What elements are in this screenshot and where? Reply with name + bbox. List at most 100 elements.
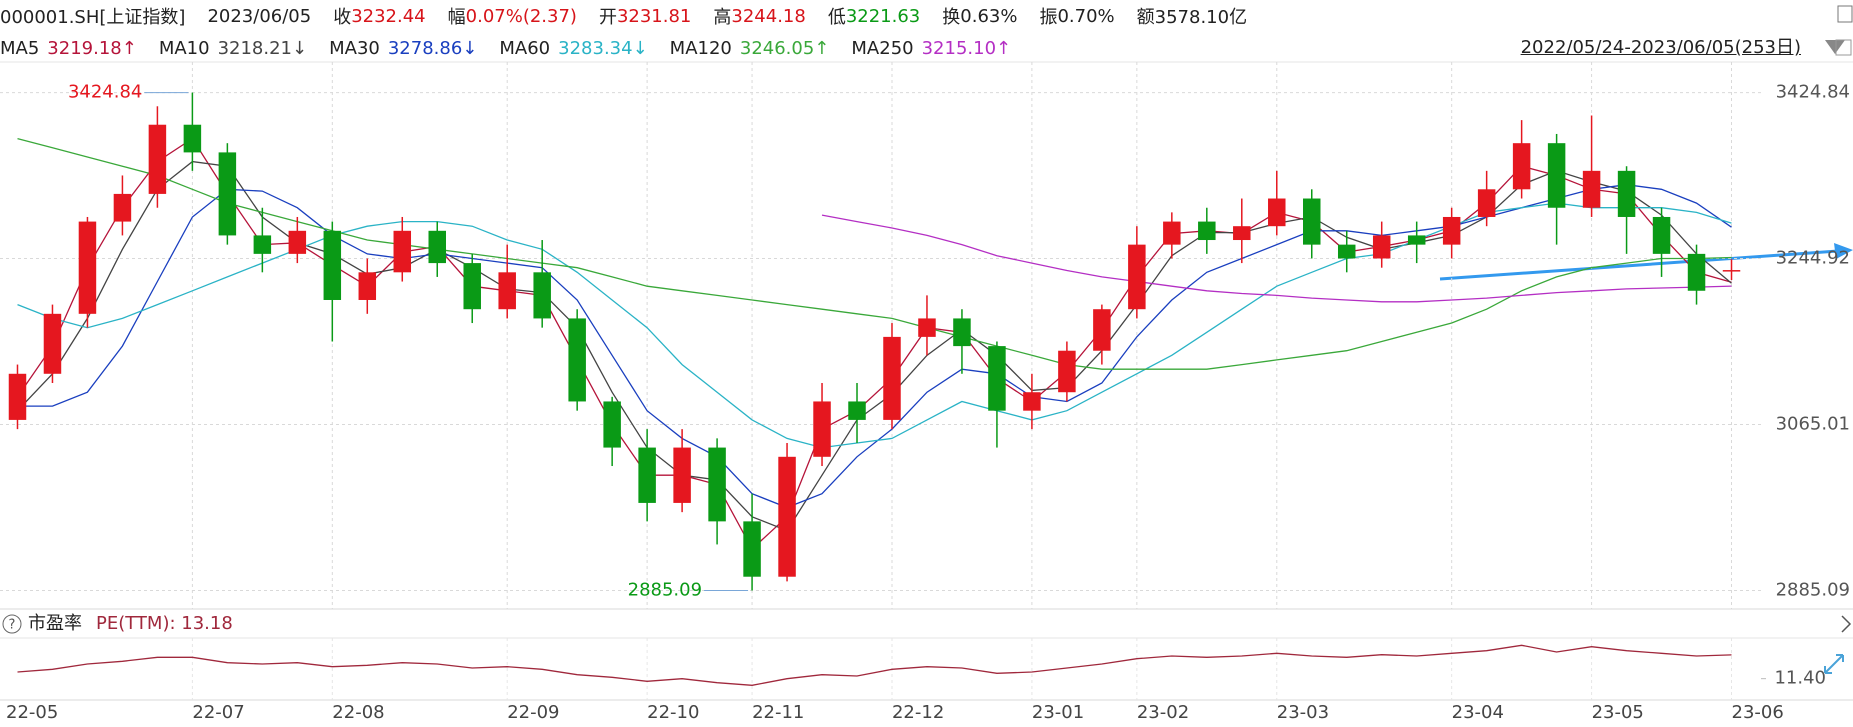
x-tick-label: 23-05 <box>1592 702 1644 723</box>
ma-line <box>17 202 1732 449</box>
legend-name: MA10 <box>158 37 210 59</box>
pe-line <box>17 644 1732 686</box>
x-tick-label: 23-01 <box>1032 702 1084 723</box>
x-tick-label: 22-05 <box>6 702 58 723</box>
help-icon[interactable] <box>2 614 22 634</box>
symbol: 000001.SH[上证指数] <box>0 7 186 28</box>
candle-body <box>1093 309 1111 351</box>
x-tick-label: 23-02 <box>1137 702 1189 723</box>
y-tick-label: 3065.01 <box>1776 414 1850 435</box>
window-icon[interactable] <box>1837 5 1853 23</box>
quote-value: 0.70% <box>1057 5 1115 27</box>
ma-line <box>17 137 1732 370</box>
candle-body <box>813 401 831 457</box>
candle-body <box>393 230 412 273</box>
candle-body <box>1582 170 1601 208</box>
candle-body <box>1268 198 1286 227</box>
legend-name: MA120 <box>669 37 732 59</box>
legend-value: 3218.21↓ <box>217 37 308 59</box>
candle-body <box>673 447 691 503</box>
panel-arrow[interactable] <box>1841 615 1852 633</box>
x-tick-label: 22-11 <box>752 702 804 723</box>
candle-body <box>1687 253 1706 291</box>
quote-value: 0.63% <box>960 5 1018 27</box>
x-tick-label: 23-06 <box>1732 702 1784 723</box>
quote-value: 3231.81 <box>616 5 692 27</box>
candle-body <box>1722 270 1741 272</box>
quote-label: 幅 <box>447 7 466 28</box>
x-tick-label: 22-07 <box>192 702 244 723</box>
candle-body <box>1442 216 1461 245</box>
candle-body <box>113 193 132 222</box>
pe-label: 市盈率 <box>28 613 82 634</box>
help-text: ? <box>9 618 16 633</box>
candle-body <box>778 456 796 577</box>
legend-name: MA5 <box>0 37 40 59</box>
candle-body <box>1303 198 1321 245</box>
quote-label: 开 <box>598 7 617 28</box>
x-tick-label: 22-12 <box>892 702 944 723</box>
candle-body <box>253 235 272 254</box>
quote-label: 换 <box>942 7 961 28</box>
quote-label: 额 <box>1136 7 1155 28</box>
quote-label: 振 <box>1039 7 1058 28</box>
quote-row: 000001.SH[上证指数] 2023/06/05 收 3232.44 幅 0.07… <box>0 2 1269 30</box>
legend-value: 3246.05↑ <box>739 37 830 59</box>
candle-body <box>218 152 237 236</box>
trend-line[interactable] <box>1439 249 1839 281</box>
candle-body <box>1372 235 1391 259</box>
candle-body <box>708 447 726 522</box>
trend-arrow <box>1834 243 1853 259</box>
ma-line <box>821 214 1732 303</box>
extreme-label: 2885.09 <box>628 579 702 600</box>
candle-body <box>1058 350 1076 393</box>
candle-body <box>43 313 62 374</box>
legend-value: 3215.10↑ <box>921 37 1012 59</box>
quote-value: 3221.63 <box>845 5 921 27</box>
settings-icon[interactable] <box>1835 39 1852 56</box>
candle-body <box>1163 221 1181 245</box>
candle-body <box>1617 170 1636 217</box>
candle-body <box>533 272 551 319</box>
candle-body <box>183 124 202 153</box>
candle-body <box>1337 244 1356 259</box>
candle-body <box>358 272 377 300</box>
candle-body <box>463 263 481 310</box>
x-tick-label: 22-08 <box>332 702 384 723</box>
legend-name: MA250 <box>851 37 914 59</box>
candle-body <box>288 230 307 254</box>
range-dropdown[interactable] <box>1825 40 1845 54</box>
candle-body <box>78 221 97 314</box>
quote-label: 收 <box>333 7 352 28</box>
candle-body <box>918 318 936 337</box>
candle-body <box>8 373 27 420</box>
expand-icon[interactable] <box>1824 654 1844 674</box>
quote-value: 3244.18 <box>731 5 806 27</box>
legend-value: 3219.18↑ <box>47 37 137 59</box>
legend-name: MA30 <box>329 37 380 59</box>
y-tick-label: 3424.84 <box>1776 82 1850 103</box>
candle-body <box>988 346 1006 411</box>
pe-tick-label: 11.40 <box>1774 668 1826 689</box>
candle-body <box>1547 143 1566 208</box>
x-tick-label: 23-04 <box>1452 702 1504 723</box>
candle-body <box>568 318 586 402</box>
ma-legend: MA5 3219.18↑ MA10 3218.21↓ MA30 3278.86↓ MA60 3… <box>0 34 1033 62</box>
candle-body <box>638 447 656 503</box>
legend-value: 3278.86↓ <box>387 37 478 59</box>
candle-body <box>323 230 342 300</box>
legend-value: 3283.34↓ <box>558 37 648 59</box>
quote-value: 0.07%(2.37) <box>465 5 577 27</box>
candle-body <box>1023 392 1041 411</box>
ma-line <box>17 184 1732 509</box>
candle-body <box>1407 235 1426 245</box>
y-tick-label: 2885.09 <box>1776 579 1850 600</box>
x-tick-label: 22-10 <box>647 702 699 723</box>
candle-body <box>148 124 167 194</box>
candle-body <box>1652 216 1671 254</box>
candle-body <box>428 230 446 264</box>
x-tick-label: 23-03 <box>1277 702 1329 723</box>
date-range[interactable]: 2022/05/24-2023/06/05(253日) <box>1520 37 1801 58</box>
extreme-label: 3424.84 <box>68 82 142 103</box>
